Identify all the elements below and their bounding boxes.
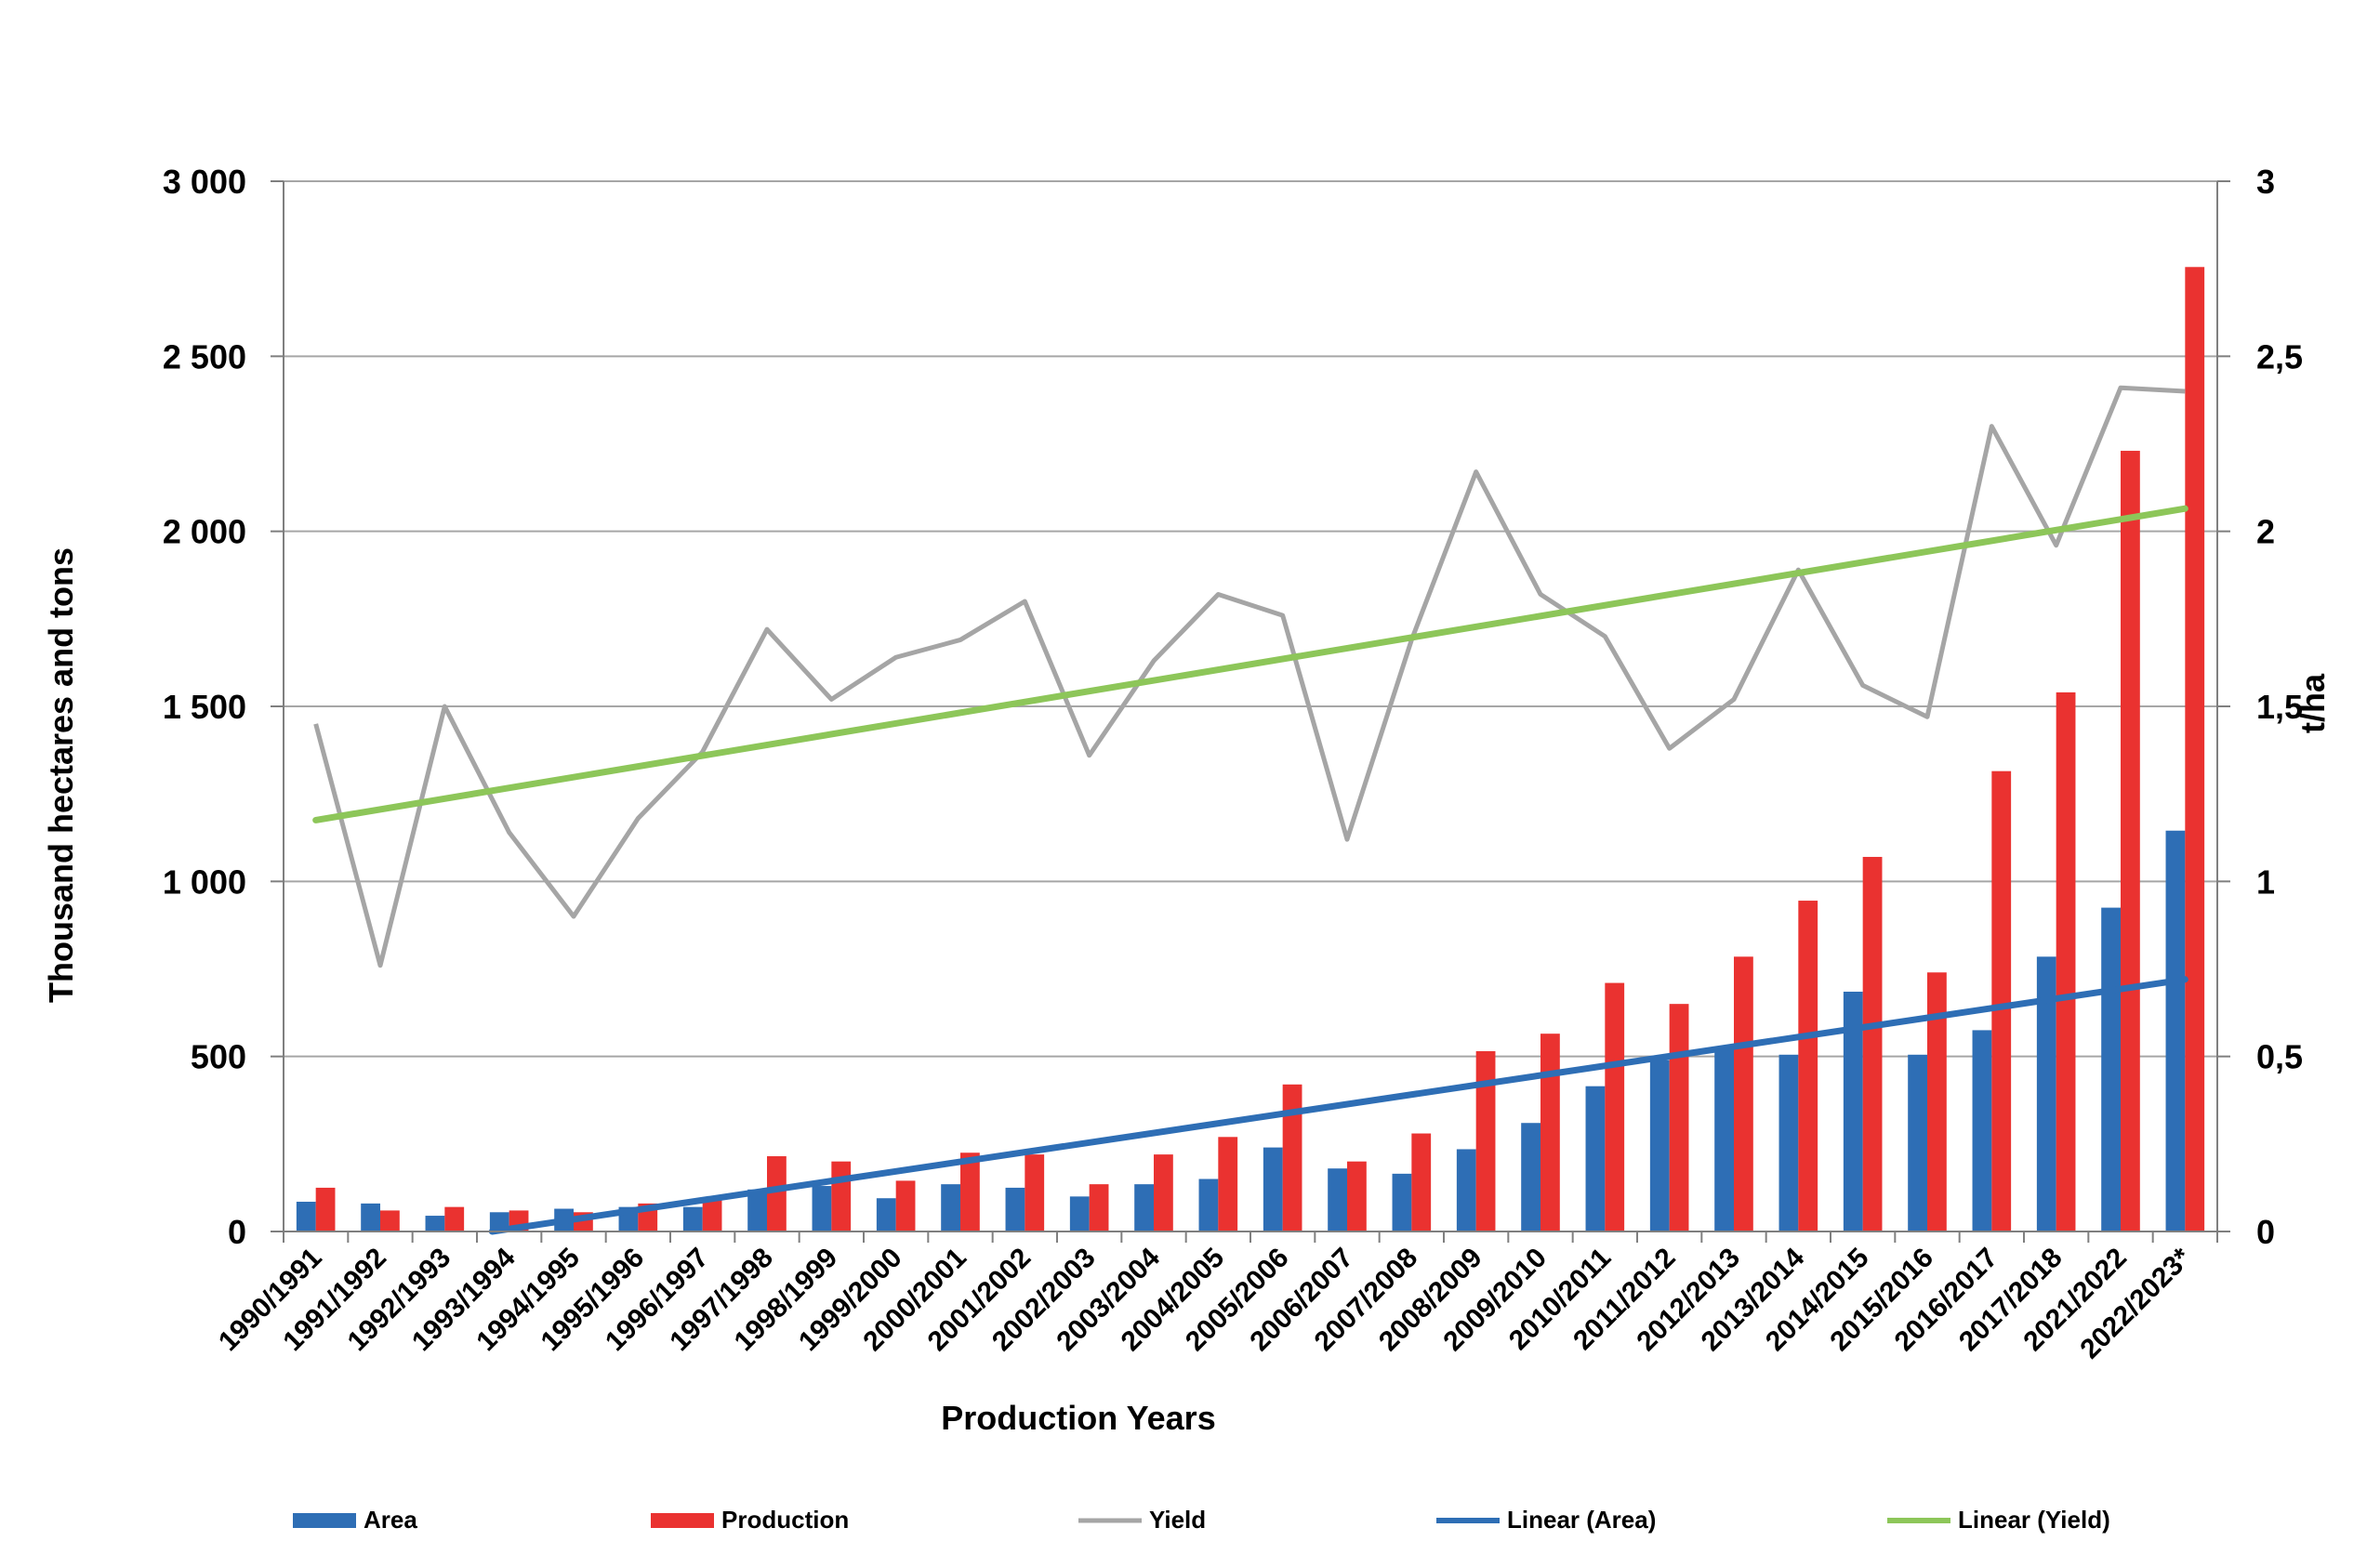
bar-area	[1328, 1168, 1347, 1231]
bar-area	[2101, 907, 2121, 1231]
bar-production	[2121, 451, 2140, 1231]
y2-axis-title: t/ha	[2294, 673, 2332, 733]
legend-label-linear-yield: Linear (Yield)	[1958, 1506, 2110, 1534]
bar-area	[1714, 1049, 1734, 1231]
legend-label-linear-area: Linear (Area)	[1507, 1506, 1656, 1534]
bar-production	[1282, 1084, 1302, 1231]
bar-production	[315, 1187, 336, 1231]
bar-area	[812, 1186, 832, 1231]
bar-production	[831, 1161, 852, 1231]
bar-production	[1991, 770, 2012, 1231]
bar-area	[2036, 956, 2056, 1231]
bar-area	[1843, 991, 1863, 1231]
bar-area	[2165, 830, 2186, 1231]
bar-area	[1263, 1147, 1283, 1231]
bar-production	[1734, 956, 1753, 1231]
bar-production	[2056, 691, 2076, 1231]
y2-tick-label: 1	[2256, 863, 2275, 901]
legend-item-area: Area	[293, 1506, 417, 1534]
bar-production	[444, 1206, 465, 1231]
y-tick-label: 1 500	[163, 688, 246, 726]
bar-area	[1521, 1123, 1540, 1231]
legend-item-linear-area: Linear (Area)	[1436, 1506, 1656, 1534]
bar-production	[1347, 1161, 1367, 1231]
bar-area	[1649, 1060, 1670, 1231]
bar-area	[941, 1184, 960, 1231]
bar-area	[361, 1203, 380, 1231]
y-tick-label: 3 000	[163, 163, 246, 201]
y2-tick-label: 2	[2256, 513, 2275, 551]
bar-area	[425, 1216, 445, 1231]
bar-area	[296, 1201, 316, 1231]
bar-production	[380, 1210, 400, 1231]
bar-production	[767, 1156, 787, 1231]
legend-label-area: Area	[364, 1506, 417, 1534]
bar-area	[1069, 1196, 1090, 1231]
y2-tick-label: 0	[2256, 1213, 2275, 1251]
bar-production	[1025, 1154, 1045, 1231]
y2-tick-label: 3	[2256, 163, 2275, 201]
y-tick-label: 500	[191, 1038, 246, 1076]
bar-production	[1218, 1137, 1238, 1231]
bar-production	[895, 1180, 916, 1231]
bar-production	[2185, 267, 2205, 1231]
bar-production	[960, 1152, 980, 1231]
y-tick-label: 2 500	[163, 337, 246, 375]
bar-production	[1154, 1154, 1173, 1231]
legend-swatch-area	[293, 1513, 356, 1528]
bar-area	[1005, 1187, 1025, 1231]
legend-swatch-production	[651, 1513, 714, 1528]
bar-production	[1862, 856, 1883, 1231]
bar-production	[702, 1198, 722, 1231]
trendline-area	[488, 976, 2188, 1235]
line-series	[312, 385, 2188, 1235]
y-axis-title: Thousand hectares and tons	[42, 547, 80, 1003]
bar-area	[1392, 1173, 1412, 1231]
line-yield	[313, 385, 2186, 968]
legend-label-yield: Yield	[1149, 1506, 1206, 1534]
y2-tick-label: 1,5	[2256, 688, 2303, 726]
legend-item-production: Production	[651, 1506, 849, 1534]
gridlines	[284, 180, 2217, 1058]
bar-area	[1908, 1054, 1927, 1231]
y-tick-label: 0	[228, 1213, 246, 1251]
bar-area	[1585, 1086, 1606, 1231]
bar-area	[1134, 1184, 1154, 1231]
bar-series	[296, 267, 2205, 1231]
legend: Area Production Yield Linear (Area) Line…	[293, 1506, 2110, 1534]
bar-area	[1456, 1149, 1476, 1231]
bar-production	[1927, 972, 1947, 1231]
bar-area	[1198, 1179, 1219, 1231]
y2-tick-label: 0,5	[2256, 1038, 2303, 1076]
legend-label-production: Production	[721, 1506, 849, 1534]
bar-production	[1798, 901, 1818, 1231]
bar-area	[1778, 1054, 1799, 1231]
bar-production	[1669, 1004, 1689, 1231]
legend-item-linear-yield: Linear (Yield)	[1887, 1506, 2110, 1534]
bar-production	[1411, 1133, 1432, 1231]
bar-area	[747, 1189, 767, 1231]
legend-item-yield: Yield	[1078, 1506, 1206, 1534]
bar-production	[1089, 1184, 1109, 1231]
y2-tick-label: 2,5	[2256, 337, 2303, 375]
bar-production	[1475, 1051, 1496, 1231]
trendline-yield	[312, 505, 2188, 823]
bar-area	[1972, 1030, 1992, 1231]
bar-production	[1605, 982, 1625, 1231]
y-tick-label: 1 000	[163, 863, 246, 901]
x-axis-title: Production Years	[941, 1399, 1215, 1437]
bar-area	[682, 1206, 703, 1231]
y-tick-label: 2 000	[163, 513, 246, 551]
bar-area	[876, 1198, 896, 1231]
bar-production	[1540, 1034, 1560, 1231]
